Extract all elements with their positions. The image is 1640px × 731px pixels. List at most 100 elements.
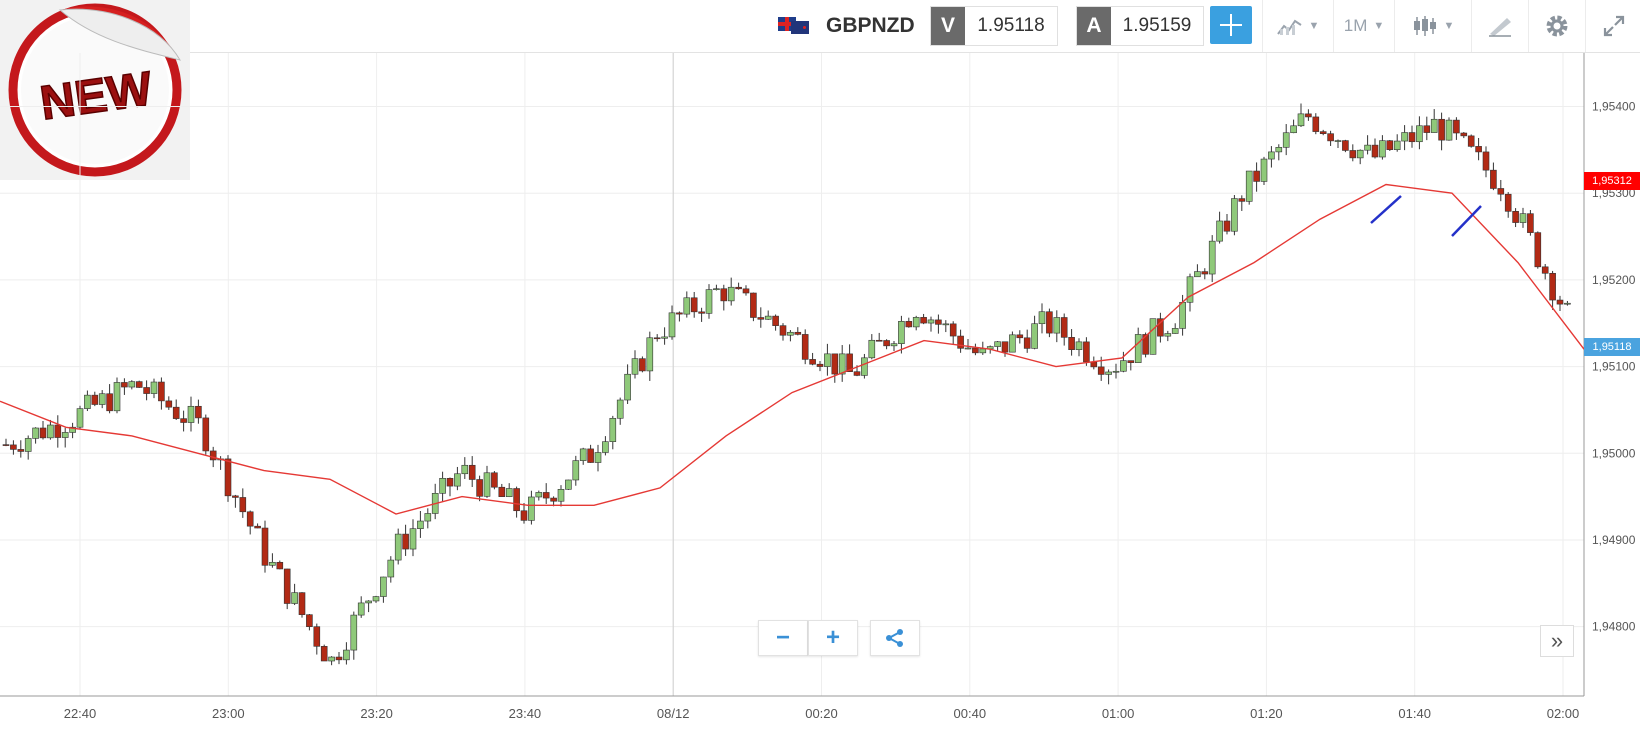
- candle-body: [742, 288, 750, 294]
- drawing-tools-button[interactable]: [1471, 0, 1528, 52]
- price-chart[interactable]: 1,954001,953001,952001,951001,950001,949…: [0, 53, 1640, 731]
- zoom-in-button[interactable]: +: [808, 620, 858, 656]
- candle-body: [39, 427, 47, 439]
- candle-body: [1142, 334, 1149, 355]
- candle-body: [84, 394, 91, 409]
- candle-body: [283, 568, 291, 604]
- candle-body: [912, 317, 920, 328]
- scroll-to-latest-button[interactable]: »: [1540, 625, 1574, 657]
- candle-body: [1194, 271, 1201, 278]
- candle-body: [1097, 366, 1105, 375]
- fullscreen-button[interactable]: [1585, 0, 1640, 52]
- chart-type-button[interactable]: ▼: [1262, 0, 1333, 52]
- crosshair-icon[interactable]: [1210, 6, 1252, 44]
- candle-body: [1512, 211, 1519, 223]
- candle-body: [313, 626, 321, 647]
- y-tick-label: 1,95000: [1592, 446, 1636, 460]
- candle-body: [542, 492, 550, 499]
- candle-body: [394, 533, 402, 561]
- candle-body: [424, 513, 432, 522]
- candle-body: [1253, 170, 1260, 182]
- candle-body: [787, 331, 794, 336]
- candle-body: [624, 373, 631, 401]
- candle-body: [1416, 125, 1423, 143]
- candle-body: [61, 432, 69, 438]
- flag-gb-nz-icon: [778, 17, 810, 35]
- candle-body: [846, 353, 853, 372]
- candle-body: [1549, 272, 1556, 301]
- timeframe-selector[interactable]: 1M ▼: [1333, 0, 1394, 52]
- candle-body: [1342, 140, 1349, 151]
- candle-style-button[interactable]: ▼: [1394, 0, 1471, 52]
- candle-body: [535, 492, 543, 498]
- x-tick-label: 22:40: [64, 706, 97, 721]
- x-tick-label: 01:20: [1250, 706, 1283, 721]
- ma-price-tag: 1,95312: [1584, 172, 1640, 190]
- candle-body: [491, 472, 498, 488]
- candle-body: [505, 488, 513, 497]
- candle-body: [232, 495, 239, 498]
- candle-body: [1060, 317, 1068, 338]
- candle-body: [417, 520, 424, 529]
- timeframe-label: 1M: [1343, 16, 1368, 35]
- candle-body: [1453, 119, 1460, 134]
- candle-body: [180, 418, 187, 423]
- candle-body: [1016, 334, 1024, 339]
- candle-body: [972, 347, 979, 354]
- candle-body: [579, 448, 587, 461]
- candle-body: [121, 382, 128, 388]
- candle-body: [1171, 328, 1179, 334]
- candle-body: [705, 289, 713, 314]
- candle-body: [1260, 158, 1268, 182]
- candle-body: [557, 489, 565, 502]
- zoom-out-button[interactable]: −: [758, 620, 808, 656]
- annotation-line: [1370, 195, 1402, 224]
- new-badge: NEW: [0, 0, 190, 180]
- candle-body: [1238, 198, 1246, 202]
- candle-body: [1268, 151, 1275, 160]
- candle-body: [106, 393, 113, 412]
- candle-body: [128, 381, 136, 388]
- share-button[interactable]: [870, 620, 920, 656]
- buy-price-box[interactable]: A 1.95159: [1076, 6, 1204, 46]
- sell-label: V: [931, 7, 965, 45]
- candle-body: [165, 400, 173, 408]
- settings-button[interactable]: [1528, 0, 1585, 52]
- candle-body: [779, 325, 787, 336]
- candle-body: [1475, 146, 1482, 153]
- sell-price-box[interactable]: V 1.95118: [930, 6, 1058, 46]
- candle-body: [98, 393, 106, 405]
- candle-body: [676, 312, 683, 315]
- chart-type-icon: [1276, 19, 1302, 35]
- candle-body: [861, 357, 868, 376]
- x-tick-label: 02:00: [1547, 706, 1580, 721]
- drawing-icon: [1489, 18, 1511, 37]
- candle-body: [690, 297, 698, 313]
- candle-body: [380, 576, 387, 597]
- candle-body: [1497, 188, 1505, 195]
- candle-body: [942, 323, 950, 326]
- candle-body: [1275, 147, 1283, 153]
- candle-body: [409, 528, 417, 550]
- candle-body: [195, 405, 202, 419]
- candle-body: [461, 464, 469, 475]
- candle-body: [172, 406, 180, 419]
- candle-body: [1334, 140, 1342, 142]
- candle-body: [853, 371, 861, 376]
- candle-body: [1009, 334, 1016, 353]
- candle-body: [439, 477, 446, 494]
- symbol-selector[interactable]: GBPNZD: [778, 14, 915, 38]
- candle-body: [1223, 220, 1231, 232]
- candle-body: [602, 441, 609, 453]
- candle-body: [698, 311, 705, 314]
- candle-body: [1282, 132, 1290, 148]
- candle-body: [1031, 323, 1038, 349]
- candle-body: [809, 359, 816, 365]
- buy-price: 1.95159: [1122, 15, 1192, 36]
- candle-body: [1460, 132, 1468, 137]
- candle-body: [1157, 318, 1164, 337]
- gear-icon: [1546, 15, 1568, 37]
- candle-body: [905, 321, 913, 328]
- candle-body: [979, 348, 987, 354]
- candle-body: [1023, 337, 1031, 349]
